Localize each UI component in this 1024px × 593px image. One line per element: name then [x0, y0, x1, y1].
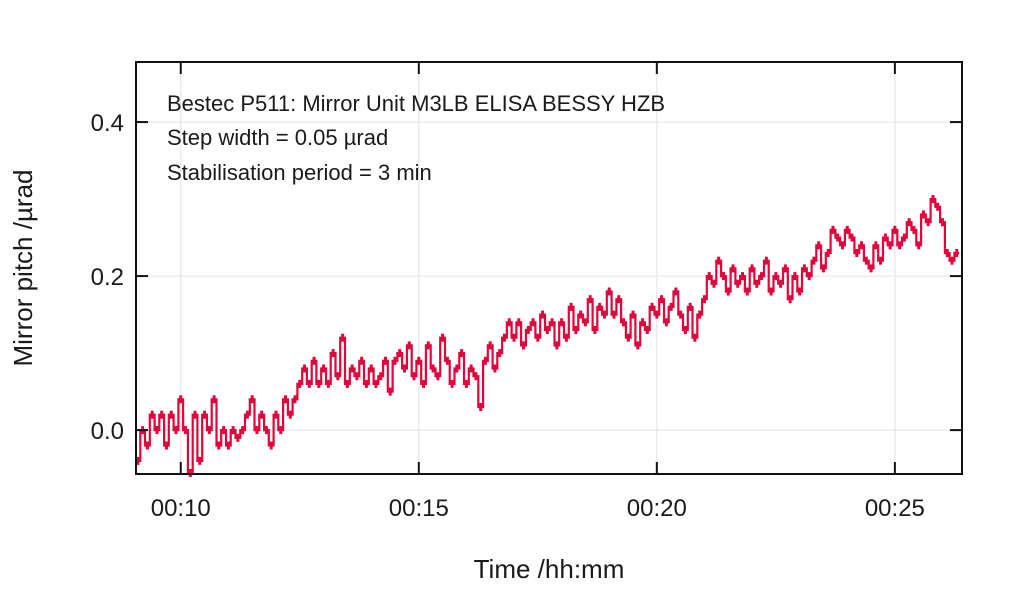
series-line	[137, 198, 960, 475]
y-tick-label: 0.2	[91, 264, 124, 291]
x-tick-label: 00:20	[627, 495, 687, 522]
y-axis-label: Mirror pitch /µrad	[8, 169, 38, 366]
grid	[136, 62, 962, 474]
annotation-line-1: Bestec P511: Mirror Unit M3LB ELISA BESS…	[167, 91, 665, 116]
annotation-line-3: Stabilisation period = 3 min	[167, 160, 432, 185]
plot-frame	[135, 61, 963, 475]
ticks	[136, 62, 962, 474]
x-tick-label: 00:15	[389, 495, 449, 522]
x-tick-label: 00:25	[865, 495, 925, 522]
y-tick-label: 0.0	[91, 418, 124, 445]
y-tick-label: 0.4	[91, 110, 124, 137]
x-tick-label: 00:10	[151, 495, 211, 522]
annotation-line-2: Step width = 0.05 µrad	[167, 125, 388, 150]
series-mirror-pitch	[136, 195, 960, 477]
x-axis-label: Time /hh:mm	[474, 554, 625, 584]
